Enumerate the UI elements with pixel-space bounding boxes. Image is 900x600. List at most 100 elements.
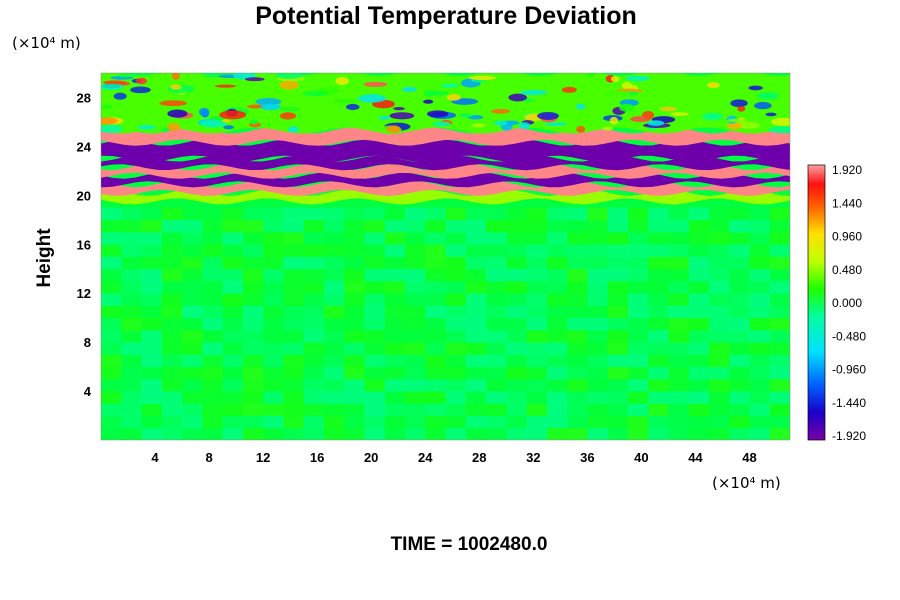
field-cell <box>567 232 588 245</box>
turbulence-blob <box>602 126 613 131</box>
turbulence-blob <box>754 101 772 110</box>
field-cell <box>121 232 143 245</box>
field-cell <box>161 219 183 233</box>
field-cell <box>465 256 487 270</box>
field-cell <box>648 244 669 257</box>
field-cell <box>627 256 649 270</box>
turbulence-blob <box>101 83 124 91</box>
field-cell <box>506 280 528 294</box>
field-cell <box>526 256 548 270</box>
field-cell <box>769 256 790 270</box>
field-cell <box>101 244 122 257</box>
field-cell <box>263 256 284 270</box>
field-cell <box>668 403 690 417</box>
field-cell <box>506 403 528 417</box>
field-cell <box>668 207 690 221</box>
field-cell <box>283 403 305 417</box>
field-cell <box>769 354 790 368</box>
field-cell <box>425 342 446 355</box>
field-cell <box>749 244 771 257</box>
field-cell <box>425 219 446 233</box>
field-cell <box>364 378 386 392</box>
field-cell <box>323 415 345 429</box>
field-cell <box>648 342 669 355</box>
field-cell <box>587 354 609 368</box>
field-cell <box>344 232 365 245</box>
field-cell <box>303 366 325 380</box>
field-cell <box>506 268 528 282</box>
field-cell <box>506 391 528 404</box>
field-cell <box>182 317 203 331</box>
turbulence-blob <box>204 73 220 78</box>
turbulence-blob <box>561 86 577 93</box>
field-cell <box>769 366 790 380</box>
field-cell <box>546 219 568 233</box>
field-cell <box>384 244 406 257</box>
field-cell <box>749 391 771 404</box>
field-cell <box>222 268 244 282</box>
plot-area <box>101 73 790 440</box>
field-cell <box>708 268 730 282</box>
field-cell <box>404 403 426 417</box>
field-cell <box>121 427 143 440</box>
field-cell <box>749 280 771 294</box>
field-cell <box>506 342 528 355</box>
field-cell <box>627 268 649 282</box>
field-cell <box>161 378 183 392</box>
field-cell <box>263 244 284 257</box>
field-cell <box>445 329 467 343</box>
field-cell <box>506 354 528 368</box>
field-cell <box>202 391 224 404</box>
field-cell <box>425 391 446 404</box>
field-cell <box>242 219 264 233</box>
field-cell <box>283 378 305 392</box>
field-cell <box>384 232 406 245</box>
field-cell <box>202 207 224 221</box>
field-cell <box>242 329 264 343</box>
turbulence-blob <box>167 109 188 118</box>
field-cell <box>344 329 365 343</box>
field-cell <box>263 354 284 368</box>
field-cell <box>567 293 588 306</box>
field-cell <box>364 427 386 440</box>
field-cell <box>121 342 143 355</box>
field-cell <box>486 256 507 270</box>
turbulence-blob <box>471 123 487 128</box>
field-cell <box>121 415 143 429</box>
field-cell <box>303 391 325 404</box>
field-cell <box>506 427 528 440</box>
field-cell <box>546 317 568 331</box>
field-cell <box>648 378 669 392</box>
field-cell <box>101 366 122 380</box>
x-unit-label: (×10⁴ m) <box>712 474 781 492</box>
field-cell <box>141 207 163 221</box>
field-cell <box>668 219 690 233</box>
field-cell <box>506 256 528 270</box>
field-cell <box>303 219 325 233</box>
field-cell <box>141 415 163 429</box>
field-cell <box>121 305 143 319</box>
field-cell <box>729 378 750 392</box>
field-cell <box>384 256 406 270</box>
field-cell <box>121 366 143 380</box>
field-cell <box>486 342 507 355</box>
field-cell <box>202 293 224 306</box>
field-cell <box>182 378 203 392</box>
field-cell <box>404 305 426 319</box>
field-cell <box>587 293 609 306</box>
field-cell <box>222 415 244 429</box>
field-cell <box>283 268 305 282</box>
turbulence-blob <box>279 112 297 120</box>
field-cell <box>668 268 690 282</box>
turbulence-blob <box>103 80 127 85</box>
turbulence-blob <box>287 126 299 133</box>
turbulence-blob <box>439 83 459 88</box>
field-cell <box>465 366 487 380</box>
field-cell <box>486 378 507 392</box>
turbulence-blob <box>610 76 620 82</box>
field-cell <box>729 329 750 343</box>
turbulence-blob <box>167 122 181 132</box>
field-cell <box>607 391 629 404</box>
turbulence-blob <box>113 92 127 100</box>
field-cell <box>384 378 406 392</box>
